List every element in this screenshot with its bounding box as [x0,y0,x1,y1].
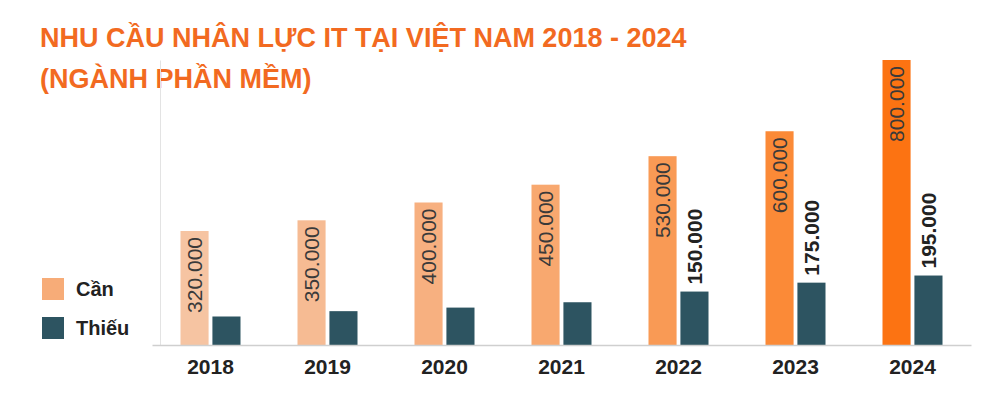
x-tick-label: 2019 [304,355,351,378]
data-label: 450.000 [534,191,557,267]
data-label: 600.000 [768,137,791,213]
x-tick: 2024 [889,345,936,378]
x-axis-line [153,345,972,347]
x-tick-label: 2021 [538,355,585,378]
x-axis: 2018 2019 2020 2021 2022 2023 2024 [153,345,972,378]
bar [914,276,942,345]
bar [212,317,240,346]
x-tick-label: 2020 [421,355,468,378]
bar [532,185,560,345]
subtitle: (NGÀNH PHẦN MỀM) [40,63,311,94]
data-labels: 320.000 350.000 400.000 450.000 530.000 600.0… [183,66,940,313]
data-label: 800.000 [885,66,908,142]
data-label: 195.000 [917,193,940,269]
x-tick-label: 2023 [772,355,819,378]
chart: NHU CẦU NHÂN LỰC IT TẠI VIỆT NAM 2018 - … [0,0,985,396]
legend-label: Cần [76,278,114,300]
y-axis [160,61,161,346]
title: NHU CẦU NHÂN LỰC IT TẠI VIỆT NAM 2018 - … [40,22,687,53]
bar [563,302,591,345]
bars [181,60,943,345]
x-tick-label: 2024 [889,355,936,378]
x-tick: 2019 [304,345,351,378]
data-label: 320.000 [183,237,206,313]
data-label: 400.000 [417,209,440,285]
legend-item: Thiếu [42,317,129,339]
data-label: 530.000 [651,162,674,238]
legend-label: Thiếu [76,317,129,339]
bar [298,220,326,345]
bar [680,292,708,345]
y-axis-line [160,61,161,346]
bar [415,203,443,346]
x-tick: 2023 [772,345,819,378]
x-tick-label: 2018 [187,355,234,378]
bar [181,231,209,345]
x-tick-label: 2022 [655,355,702,378]
bar [329,311,357,345]
data-label: 350.000 [300,226,323,302]
x-tick: 2020 [421,345,468,378]
legend-swatch [42,317,64,339]
bar [766,131,794,345]
legend-item: Cần [42,278,114,300]
legend: Cần Thiếu [42,278,129,339]
x-tick: 2021 [538,345,585,378]
data-label: 175.000 [800,200,823,276]
x-tick: 2018 [187,345,234,378]
bar [797,283,825,345]
bar [649,156,677,345]
x-tick: 2022 [655,345,702,378]
bar [446,308,474,345]
data-label: 150.000 [683,209,706,285]
bar [883,60,911,345]
legend-swatch [42,278,64,300]
